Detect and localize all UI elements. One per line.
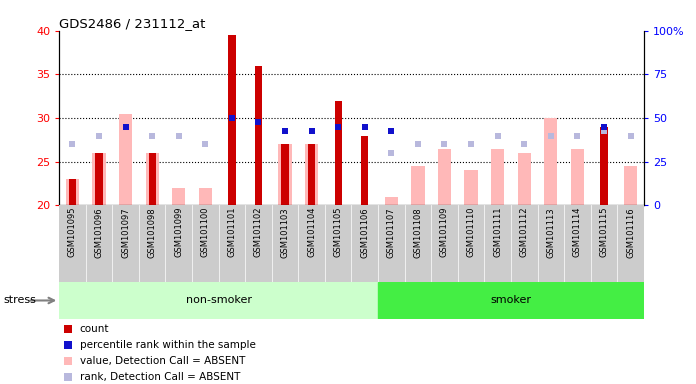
Text: GSM101100: GSM101100 bbox=[201, 207, 209, 258]
Bar bbox=[624, 166, 637, 205]
Bar bbox=[172, 188, 185, 205]
Text: GSM101110: GSM101110 bbox=[466, 207, 475, 258]
Bar bbox=[571, 149, 584, 205]
Bar bbox=[378, 282, 644, 319]
Text: GSM101101: GSM101101 bbox=[228, 207, 237, 258]
Bar bbox=[228, 35, 235, 205]
Text: GSM101105: GSM101105 bbox=[333, 207, 342, 258]
Bar bbox=[119, 114, 132, 205]
Text: GDS2486 / 231112_at: GDS2486 / 231112_at bbox=[59, 17, 205, 30]
Bar bbox=[281, 144, 289, 205]
Text: GSM101099: GSM101099 bbox=[174, 207, 183, 258]
Text: count: count bbox=[79, 323, 109, 334]
Bar bbox=[308, 144, 315, 205]
Text: GSM101111: GSM101111 bbox=[493, 207, 502, 258]
Bar bbox=[145, 153, 159, 205]
Text: GSM101113: GSM101113 bbox=[546, 207, 555, 258]
Text: value, Detection Call = ABSENT: value, Detection Call = ABSENT bbox=[79, 356, 245, 366]
Bar bbox=[148, 153, 156, 205]
Text: GSM101109: GSM101109 bbox=[440, 207, 449, 258]
Text: stress: stress bbox=[3, 295, 36, 306]
Text: GSM101096: GSM101096 bbox=[95, 207, 104, 258]
Text: GSM101103: GSM101103 bbox=[280, 207, 290, 258]
Bar bbox=[361, 136, 368, 205]
Bar bbox=[255, 66, 262, 205]
Text: GSM101115: GSM101115 bbox=[599, 207, 608, 258]
Text: GSM101097: GSM101097 bbox=[121, 207, 130, 258]
Bar bbox=[69, 179, 76, 205]
Bar bbox=[600, 127, 608, 205]
Text: GSM101095: GSM101095 bbox=[68, 207, 77, 258]
Text: percentile rank within the sample: percentile rank within the sample bbox=[79, 340, 255, 350]
Bar bbox=[66, 179, 79, 205]
Text: GSM101116: GSM101116 bbox=[626, 207, 635, 258]
Text: GSM101112: GSM101112 bbox=[520, 207, 529, 258]
Text: non-smoker: non-smoker bbox=[186, 295, 252, 306]
Text: GSM101108: GSM101108 bbox=[413, 207, 422, 258]
Bar bbox=[198, 188, 212, 205]
Text: smoker: smoker bbox=[491, 295, 532, 306]
Text: GSM101114: GSM101114 bbox=[573, 207, 582, 258]
Bar bbox=[491, 149, 505, 205]
Bar bbox=[305, 144, 318, 205]
Text: GSM101098: GSM101098 bbox=[148, 207, 157, 258]
Bar bbox=[544, 118, 557, 205]
Bar bbox=[411, 166, 425, 205]
Bar bbox=[278, 144, 292, 205]
Bar bbox=[464, 170, 477, 205]
Bar bbox=[95, 153, 103, 205]
Bar bbox=[385, 197, 398, 205]
Bar bbox=[518, 153, 531, 205]
Text: GSM101107: GSM101107 bbox=[387, 207, 396, 258]
Text: GSM101104: GSM101104 bbox=[307, 207, 316, 258]
Bar bbox=[59, 282, 378, 319]
Bar bbox=[93, 153, 106, 205]
Text: GSM101102: GSM101102 bbox=[254, 207, 263, 258]
Text: rank, Detection Call = ABSENT: rank, Detection Call = ABSENT bbox=[79, 372, 240, 382]
Bar bbox=[438, 149, 451, 205]
Text: GSM101106: GSM101106 bbox=[361, 207, 370, 258]
Bar bbox=[335, 101, 342, 205]
